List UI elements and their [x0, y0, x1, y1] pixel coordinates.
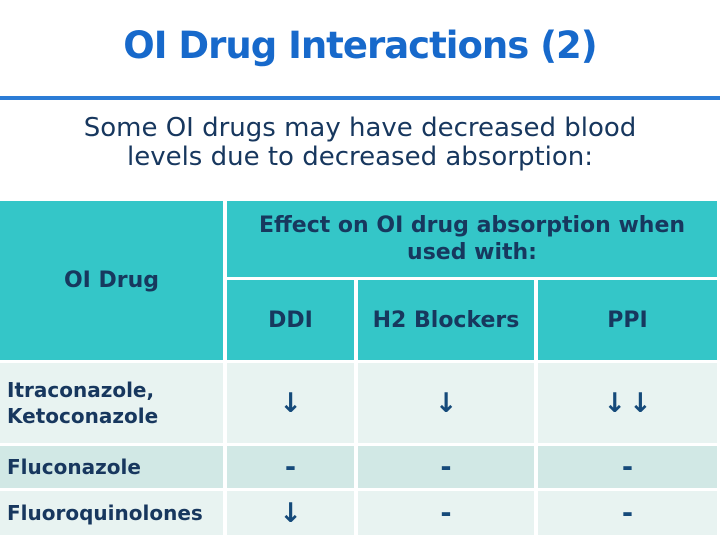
row-label-fluoroquinolones: Fluoroquinolones [0, 491, 223, 535]
slide-subtitle: Some OI drugs may have decreased blood l… [0, 114, 720, 171]
subtitle-line-1: Some OI drugs may have decreased blood [83, 113, 637, 143]
cell-itraconazole-h2: ↓ [358, 363, 534, 443]
cell-fluconazole-h2: - [358, 446, 534, 488]
title-divider [0, 96, 720, 100]
cell-fluoroquinolones-ppi: - [538, 491, 717, 535]
cell-fluconazole-ddi: - [227, 446, 354, 488]
page-title: OI Drug Interactions (2) [123, 24, 597, 67]
column-header-effect-group: Effect on OI drug absorption when used w… [227, 201, 717, 277]
row-label-fluconazole: Fluconazole [0, 446, 223, 488]
cell-fluconazole-ppi: - [538, 446, 717, 488]
oi-drug-interaction-table: OI Drug Effect on OI drug absorption whe… [0, 201, 717, 535]
column-header-h2-blockers: H2 Blockers [358, 280, 534, 360]
cell-itraconazole-ddi: ↓ [227, 363, 354, 443]
cell-itraconazole-ppi: ↓↓ [538, 363, 717, 443]
cell-fluoroquinolones-h2: - [358, 491, 534, 535]
subtitle-line-2: levels due to decreased absorption: [126, 141, 594, 172]
column-header-ppi: PPI [538, 280, 717, 360]
column-header-oi-drug: OI Drug [0, 201, 223, 360]
column-header-ddi: DDI [227, 280, 354, 360]
cell-fluoroquinolones-ddi: ↓ [227, 491, 354, 535]
row-label-itraconazole-ketoconazole: Itraconazole, Ketoconazole [0, 363, 223, 443]
